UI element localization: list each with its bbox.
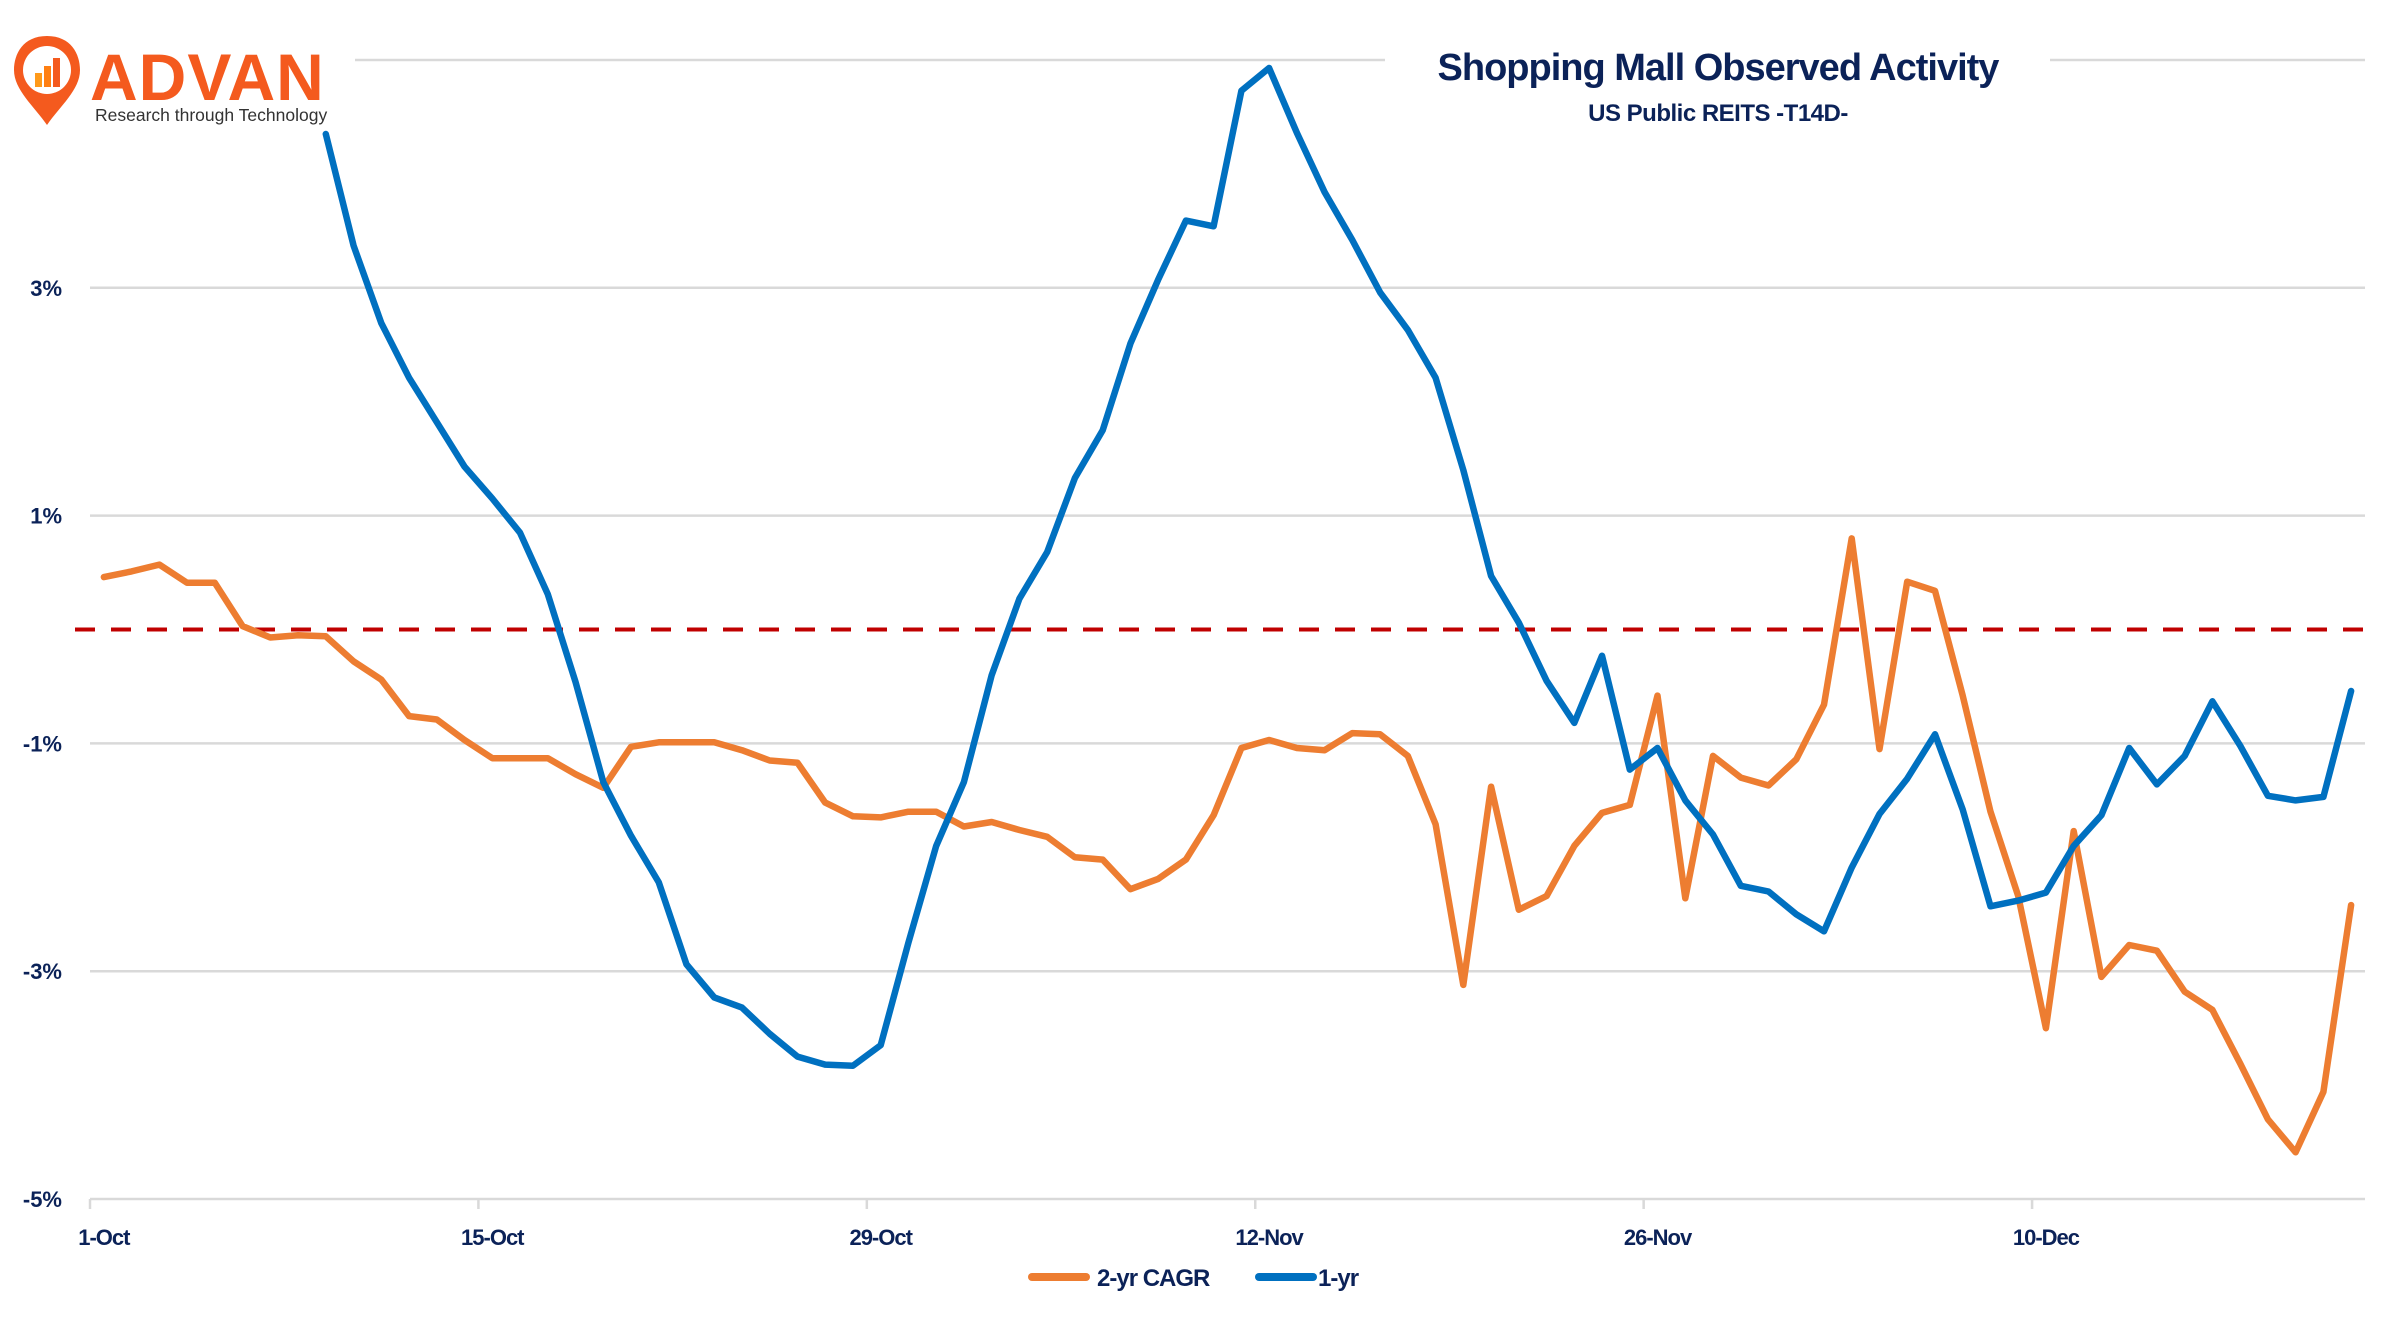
x-tick-label: 10-Dec <box>2013 1225 2080 1250</box>
chart-title: Shopping Mall Observed Activity <box>1438 47 2000 89</box>
chart-subtitle: US Public REITS -T14D- <box>1588 100 1848 127</box>
y-axis-tick-labels: 3% 1% -1% -3% -5% <box>23 276 62 1212</box>
y-tick-label: -1% <box>23 731 62 756</box>
legend-label: 1-yr <box>1318 1265 1359 1292</box>
x-axis: 1-Oct 15-Oct 29-Oct 12-Nov 26-Nov 10-Dec <box>78 1199 2081 1250</box>
logo-brand: ADVAN <box>90 40 325 114</box>
title-backing <box>1385 38 2050 128</box>
x-tick-label: 29-Oct <box>849 1225 913 1250</box>
x-tick-label: 26-Nov <box>1624 1225 1693 1250</box>
x-tick-label: 15-Oct <box>461 1225 525 1250</box>
x-tick-label: 12-Nov <box>1235 1225 1304 1250</box>
y-tick-label: 3% <box>30 276 62 301</box>
map-pin-chart-icon <box>14 36 80 125</box>
series-line-1-yr <box>322 64 2355 1069</box>
series-lines <box>100 64 2355 1156</box>
advan-logo: ADVAN Research through Technology <box>10 30 355 130</box>
legend-item-2yr-cagr[interactable]: 2-yr CAGR <box>1028 1265 1211 1292</box>
logo-tagline: Research through Technology <box>95 105 327 125</box>
y-tick-label: 1% <box>30 504 62 529</box>
x-tick-label: 1-Oct <box>78 1225 131 1250</box>
legend-label: 2-yr CAGR <box>1097 1265 1210 1292</box>
legend: 2-yr CAGR 1-yr <box>1028 1265 1360 1292</box>
y-tick-label: -3% <box>23 959 62 984</box>
y-tick-label: -5% <box>23 1187 62 1212</box>
legend-item-1yr[interactable]: 1-yr <box>1255 1265 1360 1292</box>
series-line-2-yr-cagr <box>100 535 2355 1156</box>
